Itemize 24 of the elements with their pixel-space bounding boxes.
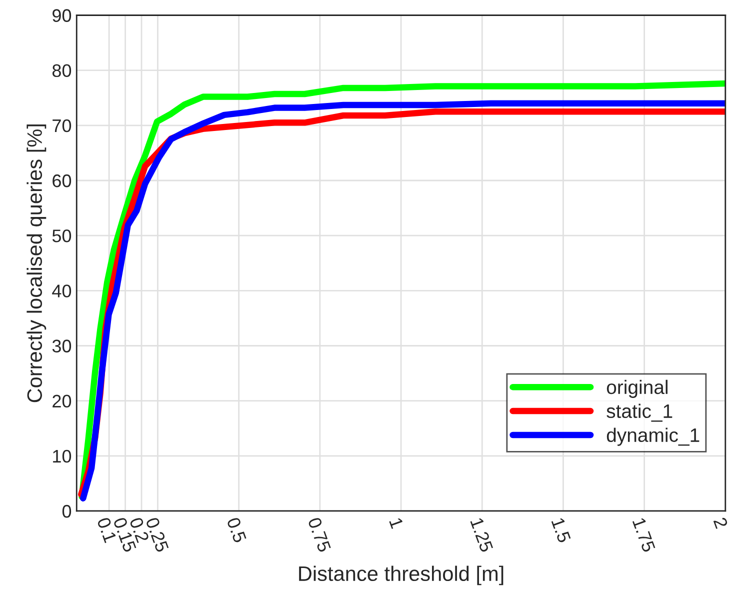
x-tick-label: 1.75 <box>632 517 656 553</box>
y-tick-label: 10 <box>53 450 72 463</box>
y-tick-label: 50 <box>52 230 72 242</box>
x-tick-label: 1.5 <box>551 517 571 544</box>
x-tick-label: 0.1 <box>96 516 117 544</box>
legend-label: static_1 <box>606 404 672 422</box>
y-tick-label: 80 <box>52 64 72 78</box>
legend-label: original <box>606 380 668 398</box>
y-tick-label: 90 <box>52 9 72 22</box>
y-tick-label: 0 <box>62 504 72 518</box>
x-tick-label: 2 <box>713 516 728 529</box>
x-tick-label: 1.25 <box>470 517 494 553</box>
x-tick-label: 0.75 <box>308 516 332 553</box>
y-tick-label: 30 <box>52 340 72 352</box>
legend-label: dynamic_1 <box>606 428 700 446</box>
y-tick-label: 20 <box>52 394 72 408</box>
x-tick-label: 0.25 <box>146 516 170 553</box>
x-tick-label: 0.5 <box>226 516 247 544</box>
y-axis-title: Correctly localised queries [%] <box>26 124 46 402</box>
y-tick-label: 70 <box>52 119 72 132</box>
x-tick-label: 1 <box>389 517 404 529</box>
x-axis-title: Distance threshold [m] <box>299 566 504 586</box>
y-tick-label: 40 <box>52 284 72 298</box>
y-tick-label: 60 <box>52 174 72 188</box>
